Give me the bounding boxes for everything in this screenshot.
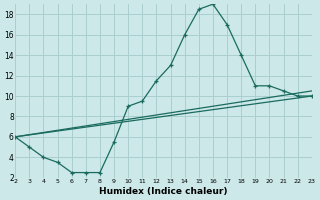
X-axis label: Humidex (Indice chaleur): Humidex (Indice chaleur) (99, 187, 228, 196)
